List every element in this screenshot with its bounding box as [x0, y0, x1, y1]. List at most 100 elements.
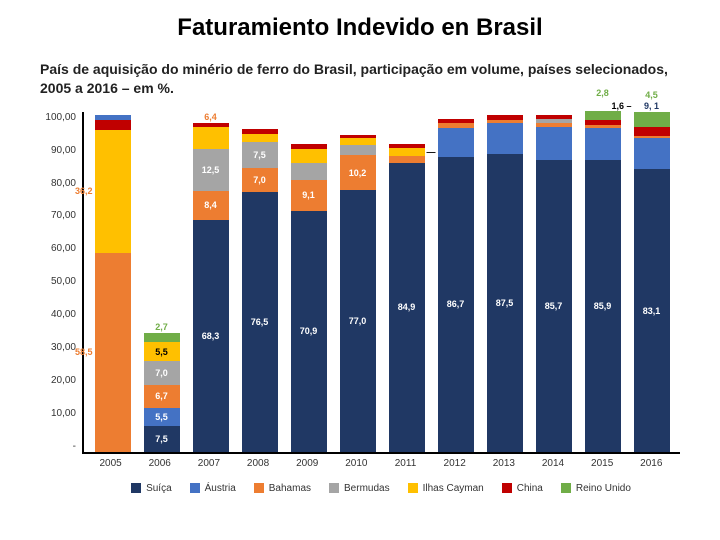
legend-label: Bermudas — [344, 483, 390, 494]
legend-label: Áustria — [205, 483, 236, 494]
bar-2011: 84,9— 1,1 — [389, 144, 425, 451]
segment-china — [193, 123, 229, 126]
segment-china — [634, 127, 670, 135]
legend-item-suica: Suíça — [131, 483, 172, 494]
segment-cayman: 5,5 — [144, 342, 180, 361]
segment-cayman — [193, 127, 229, 149]
legend-item-uk: Reino Unido — [561, 483, 631, 494]
y-tick: 40,00 — [51, 309, 76, 320]
legend-label: Bahamas — [269, 483, 311, 494]
segment-cayman — [389, 148, 425, 157]
bar-2005: 58,536,2 — [95, 115, 131, 452]
segment-bermudas: 12,5 — [193, 149, 229, 192]
segment-suica: 70,9 — [291, 211, 327, 452]
plot-area: 58,536,27,55,56,77,05,52,768,38,412,56,4… — [82, 112, 680, 454]
segment-austria — [438, 128, 474, 157]
segment-china — [95, 120, 131, 130]
segment-bahamas: 10,2 — [340, 155, 376, 190]
bar-side-label: 1,6 – — [611, 101, 631, 111]
segment-label: 10,2 — [349, 168, 367, 178]
bar-2006: 7,55,56,77,05,52,7 — [144, 333, 180, 452]
segment-uk — [144, 333, 180, 342]
x-tick: 2011 — [388, 458, 424, 469]
legend-swatch — [502, 483, 512, 493]
segment-bahamas — [634, 136, 670, 139]
chart-subtitle: País de aquisição do minério de ferro do… — [40, 60, 680, 98]
segment-label: 5,5 — [155, 347, 168, 357]
segment-label: 9,1 — [302, 190, 315, 200]
legend-label: China — [517, 483, 543, 494]
x-tick: 2008 — [240, 458, 276, 469]
segment-suica: 83,1 — [634, 169, 670, 452]
segment-suica: 86,7 — [438, 157, 474, 452]
x-axis: 2005200620072008200920102011201220132014… — [82, 458, 680, 469]
segment-suica: 77,0 — [340, 190, 376, 452]
segment-bahamas — [487, 120, 523, 123]
segment-bahamas — [389, 156, 425, 163]
segment-suica: 85,9 — [585, 160, 621, 452]
y-tick: 50,00 — [51, 276, 76, 287]
legend-item-china: China — [502, 483, 543, 494]
x-tick: 2006 — [142, 458, 178, 469]
segment-bermudas: 7,0 — [144, 361, 180, 385]
x-tick: 2015 — [584, 458, 620, 469]
segment-uk — [585, 111, 621, 121]
legend-label: Reino Unido — [576, 483, 631, 494]
segment-suica: 7,5 — [144, 426, 180, 452]
segment-suica: 87,5 — [487, 154, 523, 452]
legend-swatch — [561, 483, 571, 493]
bar-2016: 83,19, 11,6 –4,5 — [634, 112, 670, 452]
segment-bermudas — [536, 119, 572, 123]
segment-label: 70,9 — [300, 326, 318, 336]
y-tick: 30,00 — [51, 342, 76, 353]
legend-item-bahamas: Bahamas — [254, 483, 311, 494]
segment-label: 77,0 — [349, 316, 367, 326]
segment-bahamas — [536, 123, 572, 127]
page-title: Faturamiento Indevido en Brasil — [40, 14, 680, 42]
bar-top-label: 9,2 — [596, 99, 609, 109]
y-tick: 90,00 — [51, 145, 76, 156]
legend-swatch — [408, 483, 418, 493]
y-tick: - — [73, 441, 76, 452]
legend: Suíça Áustria Bahamas Bermudas Ilhas Cayman C… — [82, 483, 680, 494]
y-tick: 100,00 — [45, 112, 76, 123]
legend-label: Suíça — [146, 483, 172, 494]
segment-label: 83,1 — [643, 306, 661, 316]
segment-austria: 5,5 — [144, 408, 180, 427]
y-axis: 100,0090,0080,0070,0060,0050,0040,0030,0… — [40, 112, 82, 452]
segment-uk — [634, 112, 670, 127]
segment-china — [536, 115, 572, 118]
y-tick: 10,00 — [51, 408, 76, 419]
segment-label: 85,9 — [594, 301, 612, 311]
bar-2008: 76,57,07,5 — [242, 129, 278, 452]
legend-item-bermudas: Bermudas — [329, 483, 390, 494]
segment-china — [585, 120, 621, 125]
segment-label: 84,9 — [398, 302, 416, 312]
segment-austria — [95, 115, 131, 119]
legend-swatch — [131, 483, 141, 493]
segment-china — [389, 144, 425, 147]
segment-label: 7,5 — [253, 150, 266, 160]
bar-top-label: 8,5 — [449, 107, 462, 117]
segment-label: 12,5 — [202, 165, 220, 175]
segment-bahamas: 8,4 — [193, 191, 229, 220]
segment-label: 86,7 — [447, 299, 465, 309]
segment-label: 7,0 — [253, 175, 266, 185]
segment-bahamas: 7,0 — [242, 168, 278, 192]
y-tick: 20,00 — [51, 375, 76, 386]
legend-swatch — [254, 483, 264, 493]
slide: Faturamiento Indevido en Brasil País de … — [0, 0, 720, 540]
bar-2013: 87,59,1 — [487, 115, 523, 452]
bar-2010: 77,0 10,2 — [340, 135, 376, 452]
bar-2012: 86,78,5 — [438, 119, 474, 452]
chart: 100,0090,0080,0070,0060,0050,0040,0030,0… — [40, 112, 680, 452]
segment-cayman — [291, 149, 327, 163]
x-tick: 2010 — [338, 458, 374, 469]
bar-2007: 68,38,412,56,4 — [193, 123, 229, 451]
x-tick: 2012 — [437, 458, 473, 469]
segment-austria — [536, 127, 572, 160]
legend-item-austria: Áustria — [190, 483, 236, 494]
segment-austria — [634, 138, 670, 169]
segment-china — [438, 119, 474, 123]
legend-label: Ilhas Cayman — [423, 483, 484, 494]
